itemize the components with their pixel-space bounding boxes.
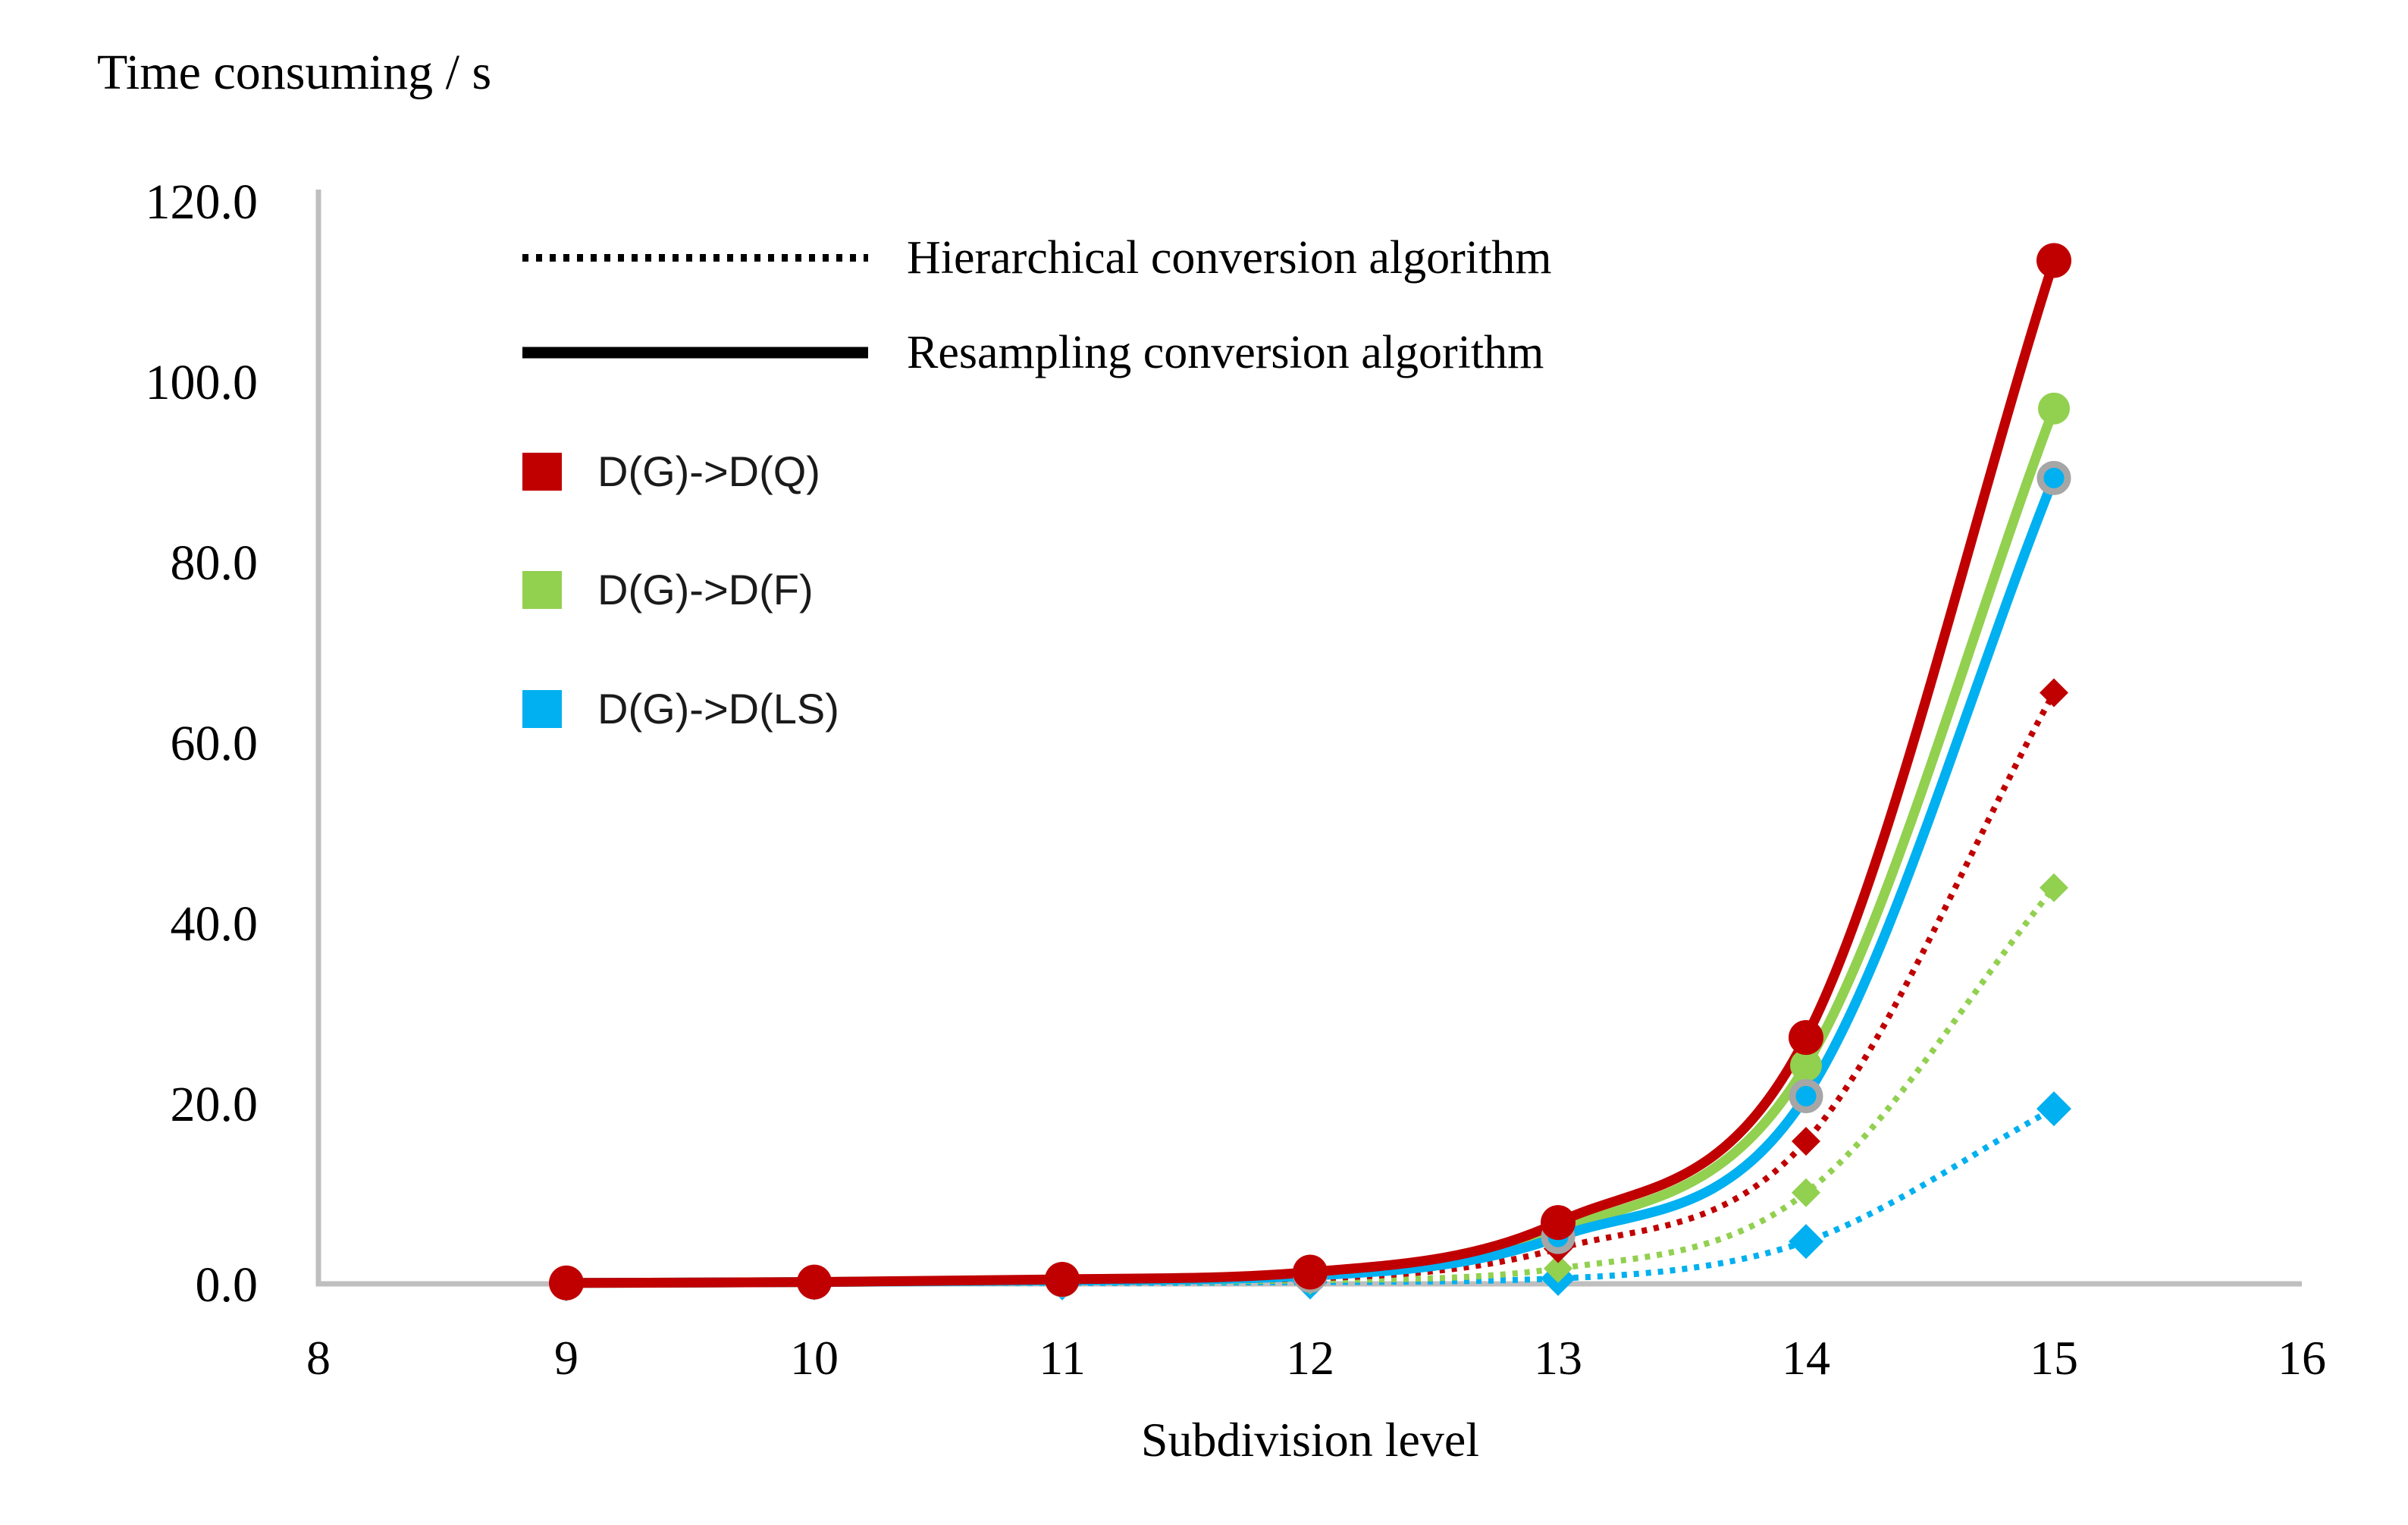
series-line-solid-D(G)->D(Q)	[566, 259, 2059, 1288]
y-tick-label: 60.0	[171, 716, 259, 771]
x-tick-label: 12	[1286, 1331, 1334, 1385]
legend-swatch-D(G)->D(F)	[522, 571, 562, 609]
x-tick-label: 13	[1534, 1331, 1582, 1385]
y-tick-label: 0.0	[196, 1257, 259, 1313]
marker-diamond-D(G)->D(Q)	[2040, 678, 2068, 708]
marker-circle-D(G)->D(LS)	[2036, 460, 2071, 495]
chart-title: Time consuming / s	[97, 45, 492, 100]
series-line-dotted-D(G)->D(F)	[566, 886, 2057, 1287]
marker-circle-D(G)->D(LS)	[1789, 1078, 1823, 1113]
marker-circle-D(G)->D(Q)	[797, 1264, 832, 1300]
y-tick-label: 80.0	[171, 535, 259, 591]
marker-circle-D(G)->D(Q)	[549, 1265, 584, 1301]
y-tick-label: 20.0	[171, 1077, 259, 1132]
x-tick-label: 9	[554, 1331, 578, 1385]
x-tick-label: 8	[306, 1331, 331, 1385]
x-tick-label: 10	[790, 1331, 839, 1385]
y-tick-label: 100.0	[146, 355, 259, 410]
series-line-solid-D(G)->D(F)	[566, 406, 2059, 1288]
marker-diamond-D(G)->D(F)	[1544, 1254, 1572, 1283]
marker-diamond-D(G)->D(Q)	[1792, 1126, 1820, 1156]
x-tick-label: 15	[2030, 1331, 2078, 1385]
x-axis-title: Subdivision level	[1140, 1413, 1480, 1467]
marker-diamond-D(G)->D(F)	[2040, 873, 2068, 902]
marker-circle-D(G)->D(F)	[2038, 392, 2070, 425]
legend-swatch-D(G)->D(Q)	[522, 453, 562, 491]
marker-diamond-D(G)->D(LS)	[1789, 1224, 1823, 1260]
marker-circle-D(G)->D(Q)	[2036, 243, 2071, 278]
x-tick-label: 11	[1039, 1331, 1086, 1385]
y-tick-label: 120.0	[146, 174, 259, 230]
marker-circle-D(G)->D(F)	[1790, 1050, 1822, 1082]
marker-circle-D(G)->D(Q)	[1045, 1262, 1080, 1298]
x-tick-label: 16	[2278, 1331, 2326, 1385]
marker-circle-D(G)->D(Q)	[1541, 1205, 1576, 1241]
marker-circle-D(G)->D(Q)	[1789, 1020, 1823, 1056]
legend-label-solid: Resampling conversion algorithm	[907, 327, 1544, 378]
legend-color-label: D(G)->D(F)	[597, 566, 814, 613]
legend-swatch-D(G)->D(LS)	[522, 690, 562, 728]
marker-circle-D(G)->D(Q)	[1293, 1254, 1328, 1290]
legend-color-label: D(G)->D(Q)	[597, 447, 820, 495]
legend-label-dotted: Hierarchical conversion algorithm	[907, 232, 1551, 284]
axis-lines	[315, 190, 2302, 1287]
legend-color-label: D(G)->D(LS)	[597, 685, 839, 733]
marker-diamond-D(G)->D(F)	[1792, 1178, 1820, 1207]
x-tick-label: 14	[1782, 1331, 1830, 1385]
marker-diamond-D(G)->D(LS)	[2036, 1091, 2071, 1127]
y-tick-label: 40.0	[171, 896, 259, 952]
